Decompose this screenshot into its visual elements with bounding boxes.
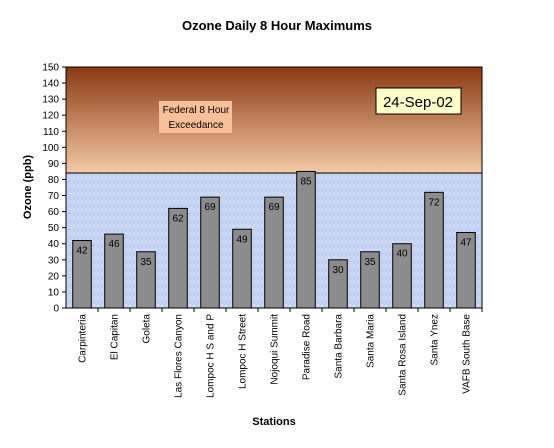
x-tick-label: Carpinteria — [78, 314, 89, 363]
x-tick-label: Lompoc H Street — [238, 314, 249, 389]
bar-value-label: 85 — [300, 176, 312, 187]
x-tick-label: Santa Maria — [366, 314, 377, 368]
y-tick-label: 130 — [42, 95, 59, 106]
x-tick-label: Santa Barbara — [334, 314, 345, 379]
plot-area-exceedance-band — [66, 67, 482, 174]
bar — [232, 228, 252, 309]
bar — [136, 251, 156, 309]
y-tick-label: 100 — [42, 143, 59, 154]
y-tick-label: 140 — [42, 79, 59, 90]
y-tick-label: 40 — [48, 239, 60, 250]
y-tick-label: 0 — [53, 304, 59, 315]
bar — [360, 251, 380, 309]
bar-value-label: 72 — [428, 197, 440, 208]
y-tick-label: 70 — [48, 191, 60, 202]
date-label: 24-Sep-02 — [383, 94, 453, 111]
bar — [168, 207, 188, 309]
x-tick-label: Nojoqui Summit — [270, 314, 281, 385]
bar — [424, 191, 444, 309]
y-tick-label: 20 — [48, 271, 60, 282]
bar — [200, 196, 220, 309]
bar-value-label: 47 — [460, 237, 472, 248]
bar — [72, 240, 92, 309]
x-tick-label: El Capitan — [110, 314, 121, 360]
x-axis-label: Stations — [252, 416, 295, 428]
date-annotation: 24-Sep-02 — [375, 87, 462, 115]
bar — [264, 196, 284, 309]
bar-value-label: 69 — [268, 202, 280, 213]
bar-value-label: 62 — [172, 213, 184, 224]
bar-value-label: 30 — [332, 265, 344, 276]
bar-value-label: 40 — [396, 249, 408, 260]
y-tick-label: 110 — [43, 127, 59, 138]
x-tick-label: Goleta — [142, 314, 153, 344]
bar-value-label: 35 — [140, 257, 152, 268]
y-tick-label: 80 — [48, 175, 60, 186]
y-tick-label: 60 — [48, 207, 60, 218]
bars-group: 42 46 35 62 69 49 69 85 30 35 40 72 47 — [72, 170, 476, 309]
date-label-box — [375, 87, 462, 115]
bar — [392, 243, 412, 309]
x-tick-label: Santa Rosa Island — [398, 314, 409, 396]
bar-value-label: 46 — [108, 239, 120, 250]
bar — [296, 170, 316, 309]
y-tick-label: 10 — [48, 287, 60, 298]
y-tick-label: 50 — [48, 223, 60, 234]
x-tick-label: Paradise Road — [302, 314, 313, 380]
bar-value-label: 35 — [364, 257, 376, 268]
y-tick-label: 90 — [48, 159, 60, 170]
bar-value-label: 69 — [204, 202, 216, 213]
y-tick-label: 120 — [42, 111, 59, 122]
exceedance-label-line2: Exceedance — [168, 120, 223, 131]
bar — [104, 233, 124, 309]
bar — [328, 259, 348, 309]
x-tick-label: Lompoc H S and P — [206, 314, 217, 398]
bar-value-label: 42 — [76, 246, 88, 257]
chart-title: Ozone Daily 8 Hour Maximums — [182, 18, 372, 33]
y-axis-label: Ozone (ppb) — [22, 155, 34, 219]
exceedance-label-box — [159, 101, 232, 133]
bar-value-label: 49 — [236, 234, 248, 245]
y-tick-label: 30 — [48, 255, 60, 266]
x-tick-label: Santa Ynez — [430, 314, 441, 366]
y-axis: 0 10 20 30 40 50 60 70 80 90 100 110 120 130 140 150 — [42, 63, 66, 315]
exceedance-label-line1: Federal 8 Hour — [163, 105, 230, 116]
x-tick-label: VAFB South Base — [462, 314, 473, 394]
y-tick-label: 150 — [42, 63, 59, 74]
x-tick-label: Las Flores Canyon — [174, 314, 185, 398]
x-tick-labels: Carpinteria El Capitan Goleta Las Flores Ca… — [78, 308, 483, 398]
bar — [456, 231, 476, 309]
exceedance-annotation: Federal 8 Hour Exceedance — [159, 101, 232, 133]
